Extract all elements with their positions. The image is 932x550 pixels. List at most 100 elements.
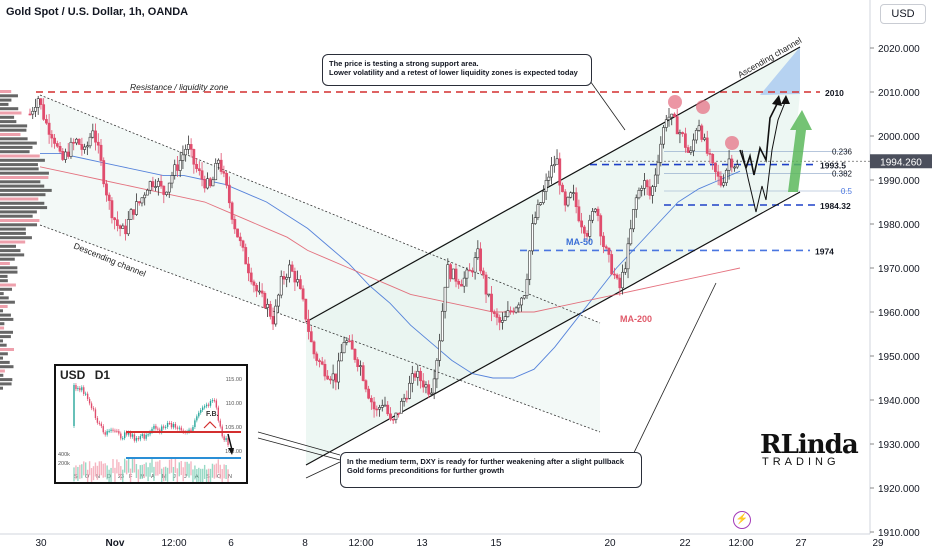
candle-body [176,164,179,171]
inset-volume-bar [122,469,124,482]
callout-support-line-1: The price is testing a strong support ar… [329,59,479,68]
volume-profile-bar [0,300,15,304]
volume-profile-bar [0,305,8,308]
volume-profile-bar [0,244,16,248]
candle-body [640,188,644,191]
inset-x-label: J [184,474,187,480]
volume-profile-bar [0,231,26,235]
x-tick-label: 13 [416,538,428,549]
volume-profile-bar [0,274,8,278]
volume-profile-bar [0,171,49,175]
inset-candle-body [200,410,202,413]
volume-profile-bar [0,201,45,205]
inset-candle-body [145,434,147,439]
candle-body [419,370,422,382]
candle-body [593,208,597,212]
candle-body [197,168,201,171]
inset-candle-body [129,432,132,437]
candle-body [274,305,278,325]
x-tick-label: 15 [490,538,502,549]
inset-volume-bar [184,461,186,476]
candle-body [735,164,739,168]
candle-body [126,219,130,235]
volume-profile-bar [0,382,12,386]
descending-channel-fill [40,95,600,432]
candle-body [719,176,723,186]
inset-candle-body [106,431,108,435]
candle-body [230,202,234,220]
chart-title: Gold Spot / U.S. Dollar, 1h, OANDA [6,6,189,18]
candle-body [561,184,564,193]
candle-body [328,378,332,381]
y-tick-label: 1960.000 [878,308,920,319]
inset-volume-bar [182,467,184,482]
candle-body [662,127,665,145]
inset-volume-bar [116,459,118,474]
candle-body [599,215,603,237]
inset-candle-body [108,430,110,432]
candle-body [580,220,584,228]
inset-title: USD D1 [60,368,110,382]
inset-volume-bar [164,466,167,481]
candle-body [353,348,357,360]
candle-body [645,180,649,188]
candle-body [454,268,458,282]
candle-body [359,365,362,367]
volume-profile-bar [0,141,37,145]
callout-bottom-leader-4 [627,282,717,466]
candle-body [42,104,46,120]
y-tick-label: 1950.000 [878,352,920,363]
candle-body [143,194,147,199]
inset-candle-body [227,438,229,445]
inset-candle-body [112,429,114,431]
candle-body [585,232,589,237]
candle-body [167,182,171,193]
candle-body [222,171,226,174]
dxy-inset-chart: 115.00110.00105.00100.00400k200kSOND23FM… [54,364,248,484]
ma-line-ma-50 [40,153,741,379]
inset-x-label: A [151,474,155,480]
candle-body [345,340,349,343]
candle-body [569,192,573,198]
inset-candle-body [90,403,93,409]
candle-body [681,132,685,135]
candle-body [146,189,149,196]
candle-body [137,201,141,204]
inset-volume-bar [178,462,180,477]
volume-profile-bar [0,154,40,158]
inset-y-label: 105.00 [225,425,242,431]
callout-dxy-line-2: Gold forms preconditions for further gro… [347,466,505,475]
candle-body [495,313,499,318]
volume-profile-bar [0,365,14,369]
inset-candle-body [151,428,153,432]
volume-profile-bar [0,102,9,106]
currency-selector[interactable]: USD [880,4,926,24]
candle-body [69,141,73,157]
volume-profile-bar [0,236,32,240]
lightning-icon[interactable]: ⚡ [733,511,751,529]
candle-body [577,206,581,222]
inset-candle-body [98,422,101,424]
candle-body [91,130,95,138]
ascending-channel-lower [305,191,801,466]
candle-body [331,373,335,381]
inset-x-label: O [217,474,222,480]
inset-volume-bar [168,459,171,474]
inset-fb-label: F.B. [206,411,219,418]
candle-body [257,290,261,293]
candle-body [173,164,177,176]
volume-profile-bar [0,257,15,261]
candle-body [514,307,518,313]
candle-body [288,264,291,278]
inset-candle-body [85,393,87,395]
volume-profile-bar [0,369,5,373]
candle-body [733,166,736,169]
candle-body [397,412,401,415]
x-tick-label: 6 [228,538,234,549]
inset-volume-bar [157,461,159,476]
descending-channel-upper [39,94,601,324]
candle-body [34,107,37,112]
inset-volume-bar [83,461,85,476]
inset-candle-body [127,432,130,435]
candle-body [290,264,294,272]
